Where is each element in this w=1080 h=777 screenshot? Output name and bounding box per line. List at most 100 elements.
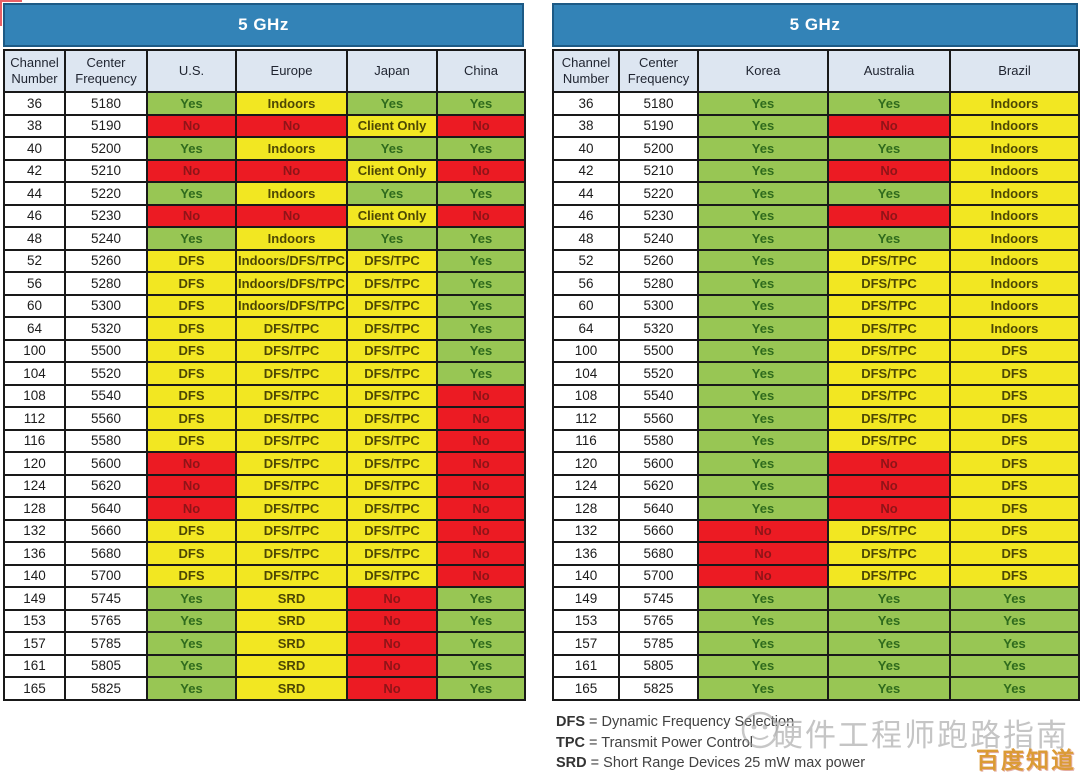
- table-row: 136 5680 DFS DFS/TPC DFS/TPC No: [3, 541, 526, 566]
- table-row: 136 5680 No DFS/TPC DFS: [552, 541, 1080, 566]
- channel-cell: 161: [3, 653, 66, 678]
- channel-cell: 112: [552, 406, 620, 431]
- table-row: 128 5640 Yes No DFS: [552, 496, 1080, 521]
- status-cell: Indoors: [949, 136, 1080, 161]
- status-cell: No: [436, 451, 526, 476]
- status-cell: DFS/TPC: [827, 383, 951, 408]
- channel-cell: 44: [552, 181, 620, 206]
- frequency-cell: 5785: [64, 631, 148, 656]
- status-cell: DFS: [949, 496, 1080, 521]
- status-cell: No: [235, 158, 348, 183]
- status-cell: Yes: [346, 136, 438, 161]
- legend-line-srd: SRD = Short Range Devices 25 mW max powe…: [556, 753, 865, 774]
- smiley-face-icon: [741, 711, 779, 749]
- status-cell: Yes: [697, 496, 829, 521]
- status-cell: Yes: [697, 451, 829, 476]
- status-cell: Yes: [697, 361, 829, 386]
- status-cell: DFS/TPC: [235, 563, 348, 588]
- status-cell: DFS/TPC: [827, 293, 951, 318]
- status-cell: No: [436, 158, 526, 183]
- status-cell: Yes: [949, 676, 1080, 701]
- channel-cell: 46: [552, 203, 620, 228]
- frequency-cell: 5745: [618, 586, 699, 611]
- status-cell: No: [146, 496, 237, 521]
- status-cell: DFS: [949, 428, 1080, 453]
- status-cell: No: [146, 451, 237, 476]
- status-cell: No: [436, 563, 526, 588]
- channel-cell: 104: [552, 361, 620, 386]
- status-cell: DFS: [146, 293, 237, 318]
- brand-watermark: 百度知道: [976, 747, 1076, 773]
- status-cell: SRD: [235, 586, 348, 611]
- status-cell: Yes: [697, 158, 829, 183]
- table-row: 140 5700 No DFS/TPC DFS: [552, 563, 1080, 588]
- status-cell: Yes: [697, 608, 829, 633]
- status-cell: Yes: [146, 631, 237, 656]
- table-row: 56 5280 DFS Indoors/DFS/TPC DFS/TPC Yes: [3, 271, 526, 296]
- channel-cell: 40: [552, 136, 620, 161]
- table-row: 128 5640 No DFS/TPC DFS/TPC No: [3, 496, 526, 521]
- channel-cell: 153: [552, 608, 620, 633]
- status-cell: DFS: [949, 541, 1080, 566]
- status-cell: Yes: [697, 113, 829, 138]
- table-row: 104 5520 DFS DFS/TPC DFS/TPC Yes: [3, 361, 526, 386]
- status-cell: DFS/TPC: [346, 451, 438, 476]
- status-cell: DFS/TPC: [346, 563, 438, 588]
- status-cell: Yes: [827, 586, 951, 611]
- frequency-cell: 5765: [618, 608, 699, 633]
- frequency-cell: 5300: [618, 293, 699, 318]
- status-cell: DFS/TPC: [346, 271, 438, 296]
- status-cell: DFS: [949, 451, 1080, 476]
- header-row: Channel Number Center Frequency Korea Austr…: [552, 49, 1080, 93]
- channel-cell: 46: [3, 203, 66, 228]
- channel-availability-table: Channel Number Center Frequency Korea Austr…: [552, 49, 1080, 701]
- channel-table-us-europe-japan-china: 5 GHz Channel Number Center Frequency U.S.…: [3, 3, 526, 701]
- status-cell: Yes: [697, 428, 829, 453]
- channel-cell: 149: [3, 586, 66, 611]
- channel-cell: 120: [552, 451, 620, 476]
- legend-abbr: DFS: [556, 714, 585, 730]
- status-cell: DFS: [146, 518, 237, 543]
- channel-cell: 136: [552, 541, 620, 566]
- table-row: 46 5230 Yes No Indoors: [552, 203, 1080, 228]
- table-row: 108 5540 DFS DFS/TPC DFS/TPC No: [3, 383, 526, 408]
- frequency-cell: 5220: [618, 181, 699, 206]
- status-cell: DFS: [146, 541, 237, 566]
- table-row: 46 5230 No No Client Only No: [3, 203, 526, 228]
- channel-cell: 149: [552, 586, 620, 611]
- frequency-cell: 5540: [64, 383, 148, 408]
- status-cell: DFS: [146, 271, 237, 296]
- status-cell: Yes: [827, 631, 951, 656]
- frequency-cell: 5620: [64, 473, 148, 498]
- status-cell: DFS/TPC: [235, 541, 348, 566]
- status-cell: No: [827, 451, 951, 476]
- status-cell: DFS/TPC: [235, 473, 348, 498]
- column-header: Japan: [346, 49, 438, 93]
- frequency-cell: 5825: [618, 676, 699, 701]
- table-row: 108 5540 Yes DFS/TPC DFS: [552, 383, 1080, 408]
- status-cell: DFS/TPC: [346, 428, 438, 453]
- channel-cell: 38: [3, 113, 66, 138]
- status-cell: No: [827, 496, 951, 521]
- frequency-cell: 5500: [618, 338, 699, 363]
- frequency-cell: 5620: [618, 473, 699, 498]
- channel-cell: 40: [3, 136, 66, 161]
- status-cell: SRD: [235, 631, 348, 656]
- table-row: 38 5190 Yes No Indoors: [552, 113, 1080, 138]
- frequency-cell: 5280: [64, 271, 148, 296]
- channel-cell: 153: [3, 608, 66, 633]
- watermark-text: 硬件工程师跑路指南: [772, 718, 1069, 753]
- status-cell: Indoors/DFS/TPC: [235, 271, 348, 296]
- frequency-cell: 5220: [64, 181, 148, 206]
- frequency-cell: 5640: [618, 496, 699, 521]
- frequency-cell: 5260: [64, 248, 148, 273]
- channel-cell: 36: [552, 91, 620, 116]
- status-cell: No: [346, 676, 438, 701]
- status-cell: Yes: [436, 293, 526, 318]
- status-cell: DFS: [949, 563, 1080, 588]
- status-cell: DFS/TPC: [827, 563, 951, 588]
- status-cell: No: [346, 631, 438, 656]
- frequency-cell: 5240: [64, 226, 148, 251]
- status-cell: Indoors: [949, 91, 1080, 116]
- status-cell: DFS: [949, 338, 1080, 363]
